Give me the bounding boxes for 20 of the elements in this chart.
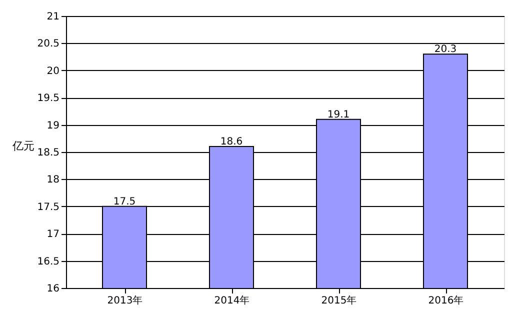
y-tick-label: 16 [46,284,60,294]
data-label: 18.6 [220,136,243,148]
x-tick-label: 2015年 [321,294,357,306]
data-label: 19.1 [327,109,350,120]
y-tick-label: 20.5 [37,38,60,50]
y-tick-label: 21 [46,12,60,22]
y-tick-label: 19.5 [37,93,60,104]
y-tick-label: 18 [46,174,60,186]
x-tick-label: 2014年 [214,294,250,306]
y-tick-label: 16.5 [37,256,60,268]
y-tick-label: 18.5 [37,148,60,158]
y-tick-label: 17 [46,229,60,240]
y-tick-label: 17.5 [37,202,60,213]
x-tick-label: 2016年 [428,294,464,306]
y-axis-title: 亿元 [12,140,34,152]
y-tick-label: 20 [46,66,60,77]
x-tick-label: 2013年 [107,294,143,306]
y-tick-label: 19 [46,120,60,132]
data-label: 17.5 [113,196,136,208]
data-label: 20.3 [434,44,457,56]
